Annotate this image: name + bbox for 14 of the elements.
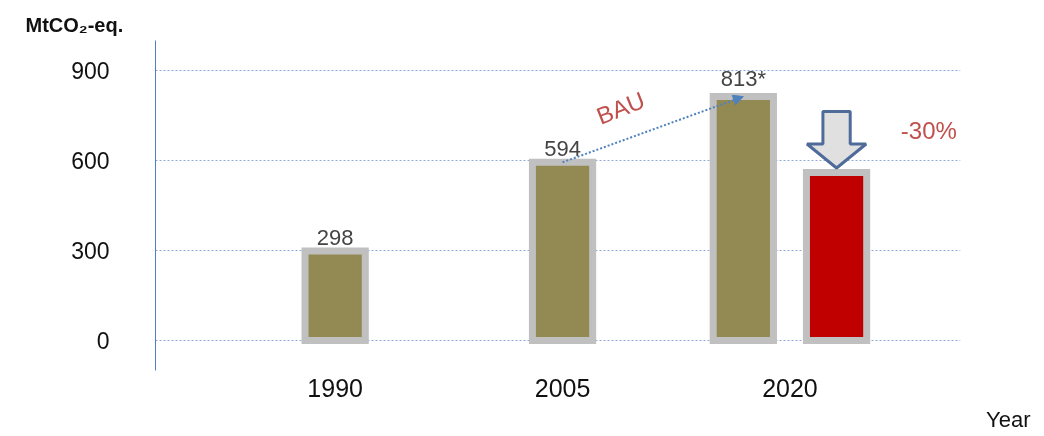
x-tick-label: 1990 — [307, 373, 363, 402]
annotation: BAU — [592, 86, 649, 130]
y-tick-label: 300 — [71, 238, 110, 264]
y-tick-label: 600 — [71, 148, 110, 174]
y-axis-title: MtCO₂-eq. — [25, 13, 124, 36]
x-tick-label: 2005 — [534, 373, 591, 402]
data-label: 813* — [720, 65, 767, 91]
annotation: -30% — [900, 116, 957, 144]
y-tick-label: 0 — [96, 328, 110, 354]
data-label: 594 — [544, 136, 581, 162]
y-tick-label: 900 — [71, 58, 110, 84]
x-axis-title: Year — [986, 406, 1031, 432]
x-tick-label: 2020 — [762, 373, 818, 402]
data-label: 298 — [316, 225, 354, 251]
